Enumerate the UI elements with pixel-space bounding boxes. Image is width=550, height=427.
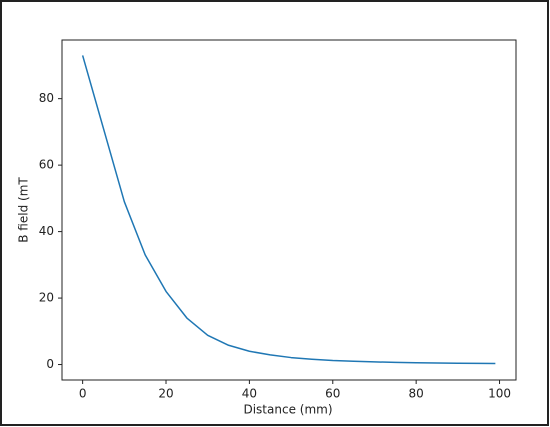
- x-tick-label: 0: [79, 387, 87, 401]
- x-tick-label: 60: [325, 387, 340, 401]
- y-tick-label: 60: [39, 158, 54, 172]
- x-tick-label: 20: [158, 387, 173, 401]
- x-tick-label: 80: [409, 387, 424, 401]
- y-tick-label: 0: [46, 357, 54, 371]
- data-line: [81, 55, 496, 365]
- y-tick-label: 20: [39, 291, 54, 305]
- y-axis-label: B field (mT: [17, 177, 31, 243]
- plot-area: [61, 39, 517, 381]
- y-tick-label: 80: [39, 91, 54, 105]
- x-tick-label: 40: [242, 387, 257, 401]
- x-axis-label: Distance (mm): [243, 403, 332, 417]
- y-tick-label: 40: [39, 224, 54, 238]
- x-tick-label: 100: [488, 387, 511, 401]
